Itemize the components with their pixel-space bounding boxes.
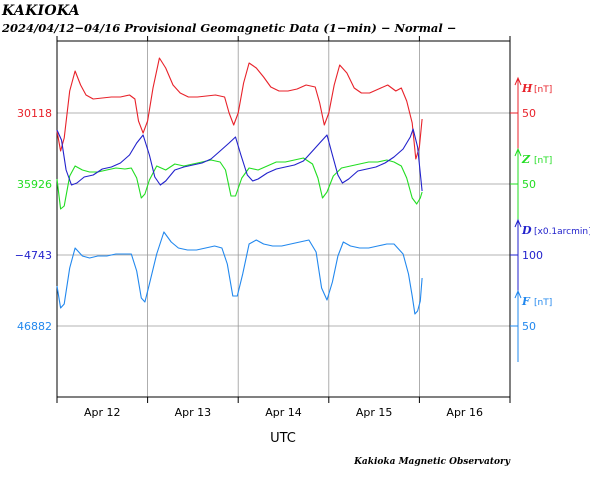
scale-arrow-f [514, 289, 522, 299]
scale-value-f: 50 [522, 320, 536, 333]
scale-value-z: 50 [522, 178, 536, 191]
component-letter-d: D [521, 224, 532, 237]
baseline-label-d: −4743 [15, 249, 52, 262]
series-line-d [56, 128, 423, 192]
x-tick-label: Apr 12 [84, 406, 121, 419]
x-axis: Apr 12 Apr 13 Apr 14 Apr 15 Apr 16 [56, 36, 511, 419]
scale-arrow-d [514, 218, 522, 228]
baseline-label-z: 35926 [17, 178, 52, 191]
component-unit-z: [nT] [534, 156, 552, 166]
component-letter-z: Z [521, 153, 531, 166]
component-unit-f: [nT] [534, 298, 552, 308]
grid-lines [57, 41, 510, 397]
component-unit-h: [nT] [534, 85, 552, 95]
chart-subtitle: 2024/04/12−04/16 Provisional Geomagnetic… [2, 21, 457, 35]
baseline-label-h: 30118 [17, 107, 52, 120]
x-tick-label: Apr 14 [265, 406, 302, 419]
component-letter-h: H [521, 82, 533, 95]
x-axis-label: UTC [270, 431, 296, 446]
series-layer [56, 57, 423, 315]
scale-arrow-z [514, 147, 522, 157]
scale-value-d: 100 [522, 249, 543, 262]
observatory-credit: Kakioka Magnetic Observatory [354, 457, 510, 467]
scale-value-h: 50 [522, 107, 536, 120]
series-line-f [56, 231, 423, 315]
baseline-label-f: 46882 [17, 320, 52, 333]
component-letter-f: F [521, 295, 531, 308]
series-line-h [56, 57, 423, 160]
series-line-z [56, 157, 423, 210]
x-tick-label: Apr 15 [356, 406, 393, 419]
plot-frame [56, 40, 511, 398]
station-title: KAKIOKA [2, 3, 80, 19]
component-unit-d: [x0.1arcmin] [534, 227, 590, 237]
x-tick-label: Apr 13 [175, 406, 212, 419]
scale-arrow-h [514, 76, 522, 86]
x-tick-label: Apr 16 [446, 406, 483, 419]
